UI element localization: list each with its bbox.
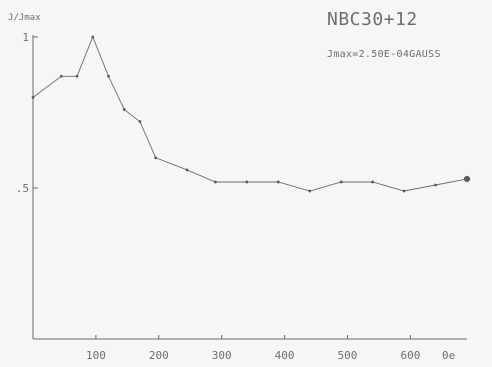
data-point (59, 74, 63, 78)
y-axis-label: J/Jmax (8, 13, 41, 23)
axes-group: J/Jmax 0e (8, 13, 467, 362)
data-point (91, 35, 95, 39)
x-tick-label: 500 (338, 349, 358, 362)
data-point (434, 183, 437, 187)
x-unit-label: 0e (442, 349, 455, 362)
x-tick-label: 100 (86, 349, 106, 362)
x-tick-label: 400 (275, 349, 295, 362)
data-point (308, 189, 312, 193)
data-point (107, 74, 110, 78)
data-point (154, 156, 158, 160)
title-group: NBC30+12 Jmax=2.50E-04GAUSS (327, 9, 441, 60)
y-tick-label: .5 (16, 182, 29, 195)
data-point (371, 180, 375, 184)
data-point (402, 189, 406, 193)
x-tick-label: 200 (149, 349, 169, 362)
data-point (31, 96, 35, 99)
data-point (138, 120, 142, 123)
jmax-annotation: Jmax=2.50E-04GAUSS (327, 49, 441, 60)
x-tick-label: 300 (212, 349, 232, 362)
data-point (245, 180, 249, 184)
x-tick-label: 600 (400, 349, 420, 362)
data-point (185, 168, 189, 172)
data-point (122, 108, 126, 111)
y-tick-label: 1 (22, 31, 29, 44)
data-point (276, 180, 280, 184)
data-point (214, 180, 217, 184)
data-point (75, 74, 79, 78)
chart-title: NBC30+12 (327, 9, 418, 30)
data-point (339, 180, 343, 184)
ticks-layer: 100 200 300 400 500 600 1 .5 (16, 31, 421, 362)
data-point (463, 175, 471, 183)
series-layer (31, 35, 471, 193)
series-line (32, 35, 468, 192)
